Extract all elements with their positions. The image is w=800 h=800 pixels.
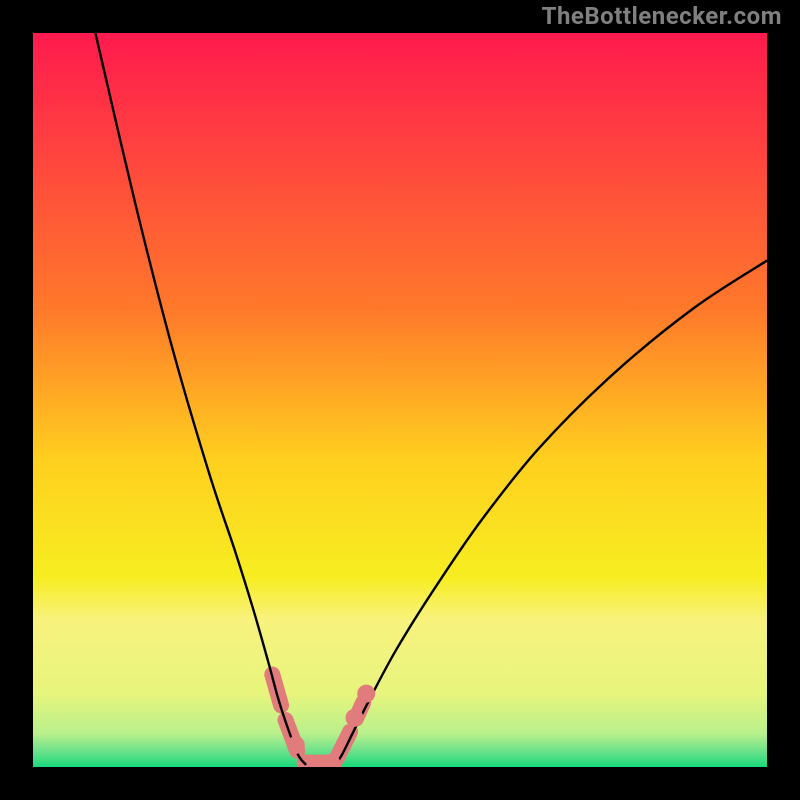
chart-svg: [0, 0, 800, 800]
marker-dot: [345, 709, 363, 727]
bottleneck-chart: TheBottlenecker.com: [0, 0, 800, 800]
watermark-text: TheBottlenecker.com: [542, 2, 782, 30]
marker-dot: [322, 754, 340, 772]
marker-dot: [287, 736, 305, 754]
plot-background: [33, 33, 767, 767]
marker-dot: [357, 685, 375, 703]
